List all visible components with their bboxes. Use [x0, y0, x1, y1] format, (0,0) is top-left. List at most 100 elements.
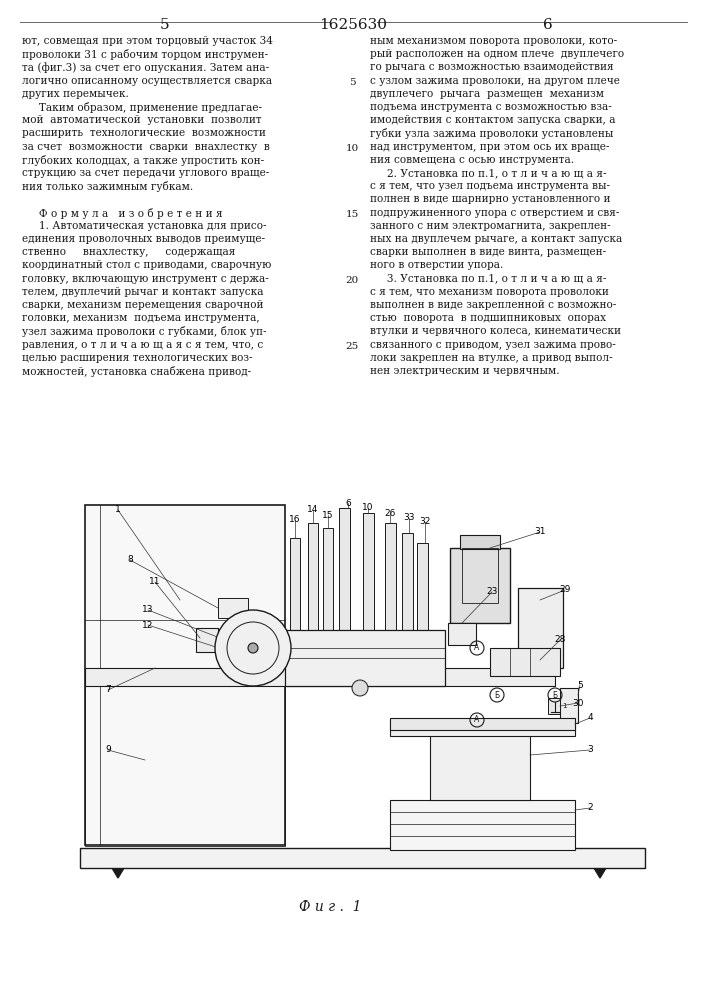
Circle shape	[215, 610, 291, 686]
Circle shape	[248, 643, 258, 653]
Text: 12: 12	[142, 620, 153, 630]
Bar	[285, 630, 445, 686]
Text: го рычага с возможностью взаимодействия: го рычага с возможностью взаимодействия	[370, 62, 614, 72]
Text: втулки и червячного колеса, кинематически: втулки и червячного колеса, кинематическ…	[370, 326, 621, 336]
Bar	[80, 848, 645, 868]
Text: 2: 2	[588, 804, 592, 812]
Text: подпружиненного упора с отверстием и свя-: подпружиненного упора с отверстием и свя…	[370, 208, 619, 218]
Text: можностей, установка снабжена привод-: можностей, установка снабжена привод-	[22, 366, 251, 377]
Text: 31: 31	[534, 528, 546, 536]
Bar	[518, 588, 563, 668]
Text: проволоки 31 с рабочим торцом инструмен-: проволоки 31 с рабочим торцом инструмен-	[22, 49, 268, 60]
Text: Б: Б	[494, 690, 500, 700]
Bar	[85, 505, 285, 845]
Text: губки узла зажима проволоки установлены: губки узла зажима проволоки установлены	[370, 128, 614, 139]
Bar	[430, 735, 530, 800]
Text: координатный стол с приводами, сварочную: координатный стол с приводами, сварочную	[22, 260, 271, 270]
Bar	[323, 528, 333, 668]
Text: связанного с приводом, узел зажима прово-: связанного с приводом, узел зажима прово…	[370, 340, 616, 350]
Text: 32: 32	[419, 518, 431, 526]
Bar	[402, 533, 413, 668]
Text: подъема инструмента с возможностью вза-: подъема инструмента с возможностью вза-	[370, 102, 612, 112]
Text: 28: 28	[554, 636, 566, 645]
Text: головки, механизм  подъема инструмента,: головки, механизм подъема инструмента,	[22, 313, 259, 323]
Text: ния только зажимным губкам.: ния только зажимным губкам.	[22, 181, 193, 192]
Text: А: А	[474, 644, 479, 652]
Text: сварки выполнен в виде винта, размещен-: сварки выполнен в виде винта, размещен-	[370, 247, 606, 257]
Bar	[290, 538, 300, 668]
Text: Ф и г .  1: Ф и г . 1	[299, 900, 361, 914]
Text: ных на двуплечем рычаге, а контакт запуска: ных на двуплечем рычаге, а контакт запус…	[370, 234, 622, 244]
Text: 1: 1	[115, 506, 121, 514]
Text: имодействия с контактом запуска сварки, а: имодействия с контактом запуска сварки, …	[370, 115, 616, 125]
Bar	[417, 543, 428, 668]
Text: 1: 1	[562, 703, 566, 709]
Text: 10: 10	[362, 504, 374, 512]
Bar	[85, 668, 555, 686]
Text: стью  поворота  в подшипниковых  опорах: стью поворота в подшипниковых опорах	[370, 313, 606, 323]
Text: ют, совмещая при этом торцовый участок 34: ют, совмещая при этом торцовый участок 3…	[22, 36, 273, 46]
Text: двуплечего  рычага  размещен  механизм: двуплечего рычага размещен механизм	[370, 89, 604, 99]
Text: Таким образом, применение предлагае-: Таким образом, применение предлагае-	[22, 102, 262, 113]
Text: ния совмещена с осью инструмента.: ния совмещена с осью инструмента.	[370, 155, 574, 165]
Text: 25: 25	[346, 342, 358, 351]
Text: 15: 15	[322, 510, 334, 520]
Text: 5: 5	[160, 18, 170, 32]
Polygon shape	[594, 868, 606, 878]
Text: 6: 6	[345, 498, 351, 508]
Text: расширить  технологические  возможности: расширить технологические возможности	[22, 128, 266, 138]
Text: над инструментом, при этом ось их враще-: над инструментом, при этом ось их враще-	[370, 142, 609, 152]
Bar	[490, 648, 560, 676]
Text: 15: 15	[346, 210, 358, 219]
Text: рый расположен на одном плече  двуплечего: рый расположен на одном плече двуплечего	[370, 49, 624, 59]
Text: струкцию за счет передачи углового враще-: струкцию за счет передачи углового враще…	[22, 168, 269, 178]
Text: 14: 14	[308, 506, 319, 514]
Text: с узлом зажима проволоки, на другом плече: с узлом зажима проволоки, на другом плеч…	[370, 76, 620, 86]
Bar	[460, 535, 500, 549]
Text: 33: 33	[403, 514, 415, 522]
Text: 11: 11	[149, 578, 160, 586]
Text: с я тем, что узел подъема инструмента вы-: с я тем, что узел подъема инструмента вы…	[370, 181, 610, 191]
Text: 26: 26	[385, 508, 396, 518]
Text: головку, включающую инструмент с держа-: головку, включающую инструмент с держа-	[22, 274, 269, 284]
Text: 29: 29	[559, 585, 571, 594]
Text: 1625630: 1625630	[319, 18, 387, 32]
Text: за счет  возможности  сварки  внахлестку  в: за счет возможности сварки внахлестку в	[22, 142, 270, 152]
Text: 7: 7	[105, 686, 111, 694]
Bar	[450, 548, 510, 623]
Text: телем, двуплечий рычаг и контакт запуска: телем, двуплечий рычаг и контакт запуска	[22, 287, 264, 297]
Text: та (фиг.3) за счет его опускания. Затем ана-: та (фиг.3) за счет его опускания. Затем …	[22, 62, 269, 73]
Text: нен электрическим и червячным.: нен электрическим и червячным.	[370, 366, 560, 376]
Bar	[363, 513, 374, 668]
Bar	[390, 718, 575, 730]
Text: с я тем, что механизм поворота проволоки: с я тем, что механизм поворота проволоки	[370, 287, 609, 297]
Text: 13: 13	[142, 605, 153, 614]
Bar	[390, 800, 575, 850]
Text: 4: 4	[588, 714, 592, 722]
Bar	[85, 686, 285, 846]
Text: 3: 3	[587, 746, 593, 754]
Text: 20: 20	[346, 276, 358, 285]
Bar	[560, 688, 578, 723]
Text: ным механизмом поворота проволоки, кото-: ным механизмом поворота проволоки, кото-	[370, 36, 617, 46]
Bar	[308, 523, 318, 668]
Text: узел зажима проволоки с губками, блок уп-: узел зажима проволоки с губками, блок уп…	[22, 326, 267, 337]
Text: 5: 5	[349, 78, 356, 87]
Bar	[390, 720, 575, 736]
Text: А: А	[474, 716, 479, 724]
Text: 2. Установка по п.1, о т л и ч а ю щ а я-: 2. Установка по п.1, о т л и ч а ю щ а я…	[370, 168, 607, 178]
Bar	[253, 641, 368, 654]
Text: 3. Установка по п.1, о т л и ч а ю щ а я-: 3. Установка по п.1, о т л и ч а ю щ а я…	[370, 274, 607, 284]
Text: единения проволочных выводов преимуще-: единения проволочных выводов преимуще-	[22, 234, 265, 244]
Text: мой  автоматической  установки  позволит: мой автоматической установки позволит	[22, 115, 262, 125]
Bar	[462, 548, 498, 603]
Text: 23: 23	[486, 587, 498, 596]
Text: занного с ним электромагнита, закреплен-: занного с ним электромагнита, закреплен-	[370, 221, 611, 231]
Text: Б: Б	[552, 690, 558, 700]
Text: 16: 16	[289, 516, 300, 524]
Text: 6: 6	[543, 18, 553, 32]
Text: 5: 5	[577, 680, 583, 690]
Text: 10: 10	[346, 144, 358, 153]
Text: ного в отверстии упора.: ного в отверстии упора.	[370, 260, 503, 270]
Bar	[385, 523, 396, 668]
